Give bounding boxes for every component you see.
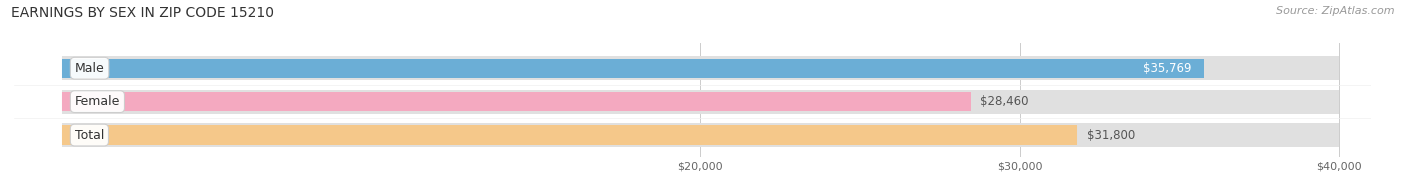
Text: Male: Male bbox=[75, 62, 104, 75]
Text: $31,800: $31,800 bbox=[1087, 129, 1135, 142]
Text: Total: Total bbox=[75, 129, 104, 142]
Bar bbox=[62, 123, 1339, 147]
Bar bbox=[62, 56, 1339, 80]
Bar bbox=[62, 58, 1204, 78]
Bar bbox=[62, 92, 970, 111]
Text: Female: Female bbox=[75, 95, 120, 108]
Text: Source: ZipAtlas.com: Source: ZipAtlas.com bbox=[1277, 6, 1395, 16]
Bar bbox=[62, 90, 1339, 114]
Text: $28,460: $28,460 bbox=[980, 95, 1029, 108]
Text: EARNINGS BY SEX IN ZIP CODE 15210: EARNINGS BY SEX IN ZIP CODE 15210 bbox=[11, 6, 274, 20]
Bar bbox=[62, 125, 1077, 145]
Text: $35,769: $35,769 bbox=[1143, 62, 1191, 75]
